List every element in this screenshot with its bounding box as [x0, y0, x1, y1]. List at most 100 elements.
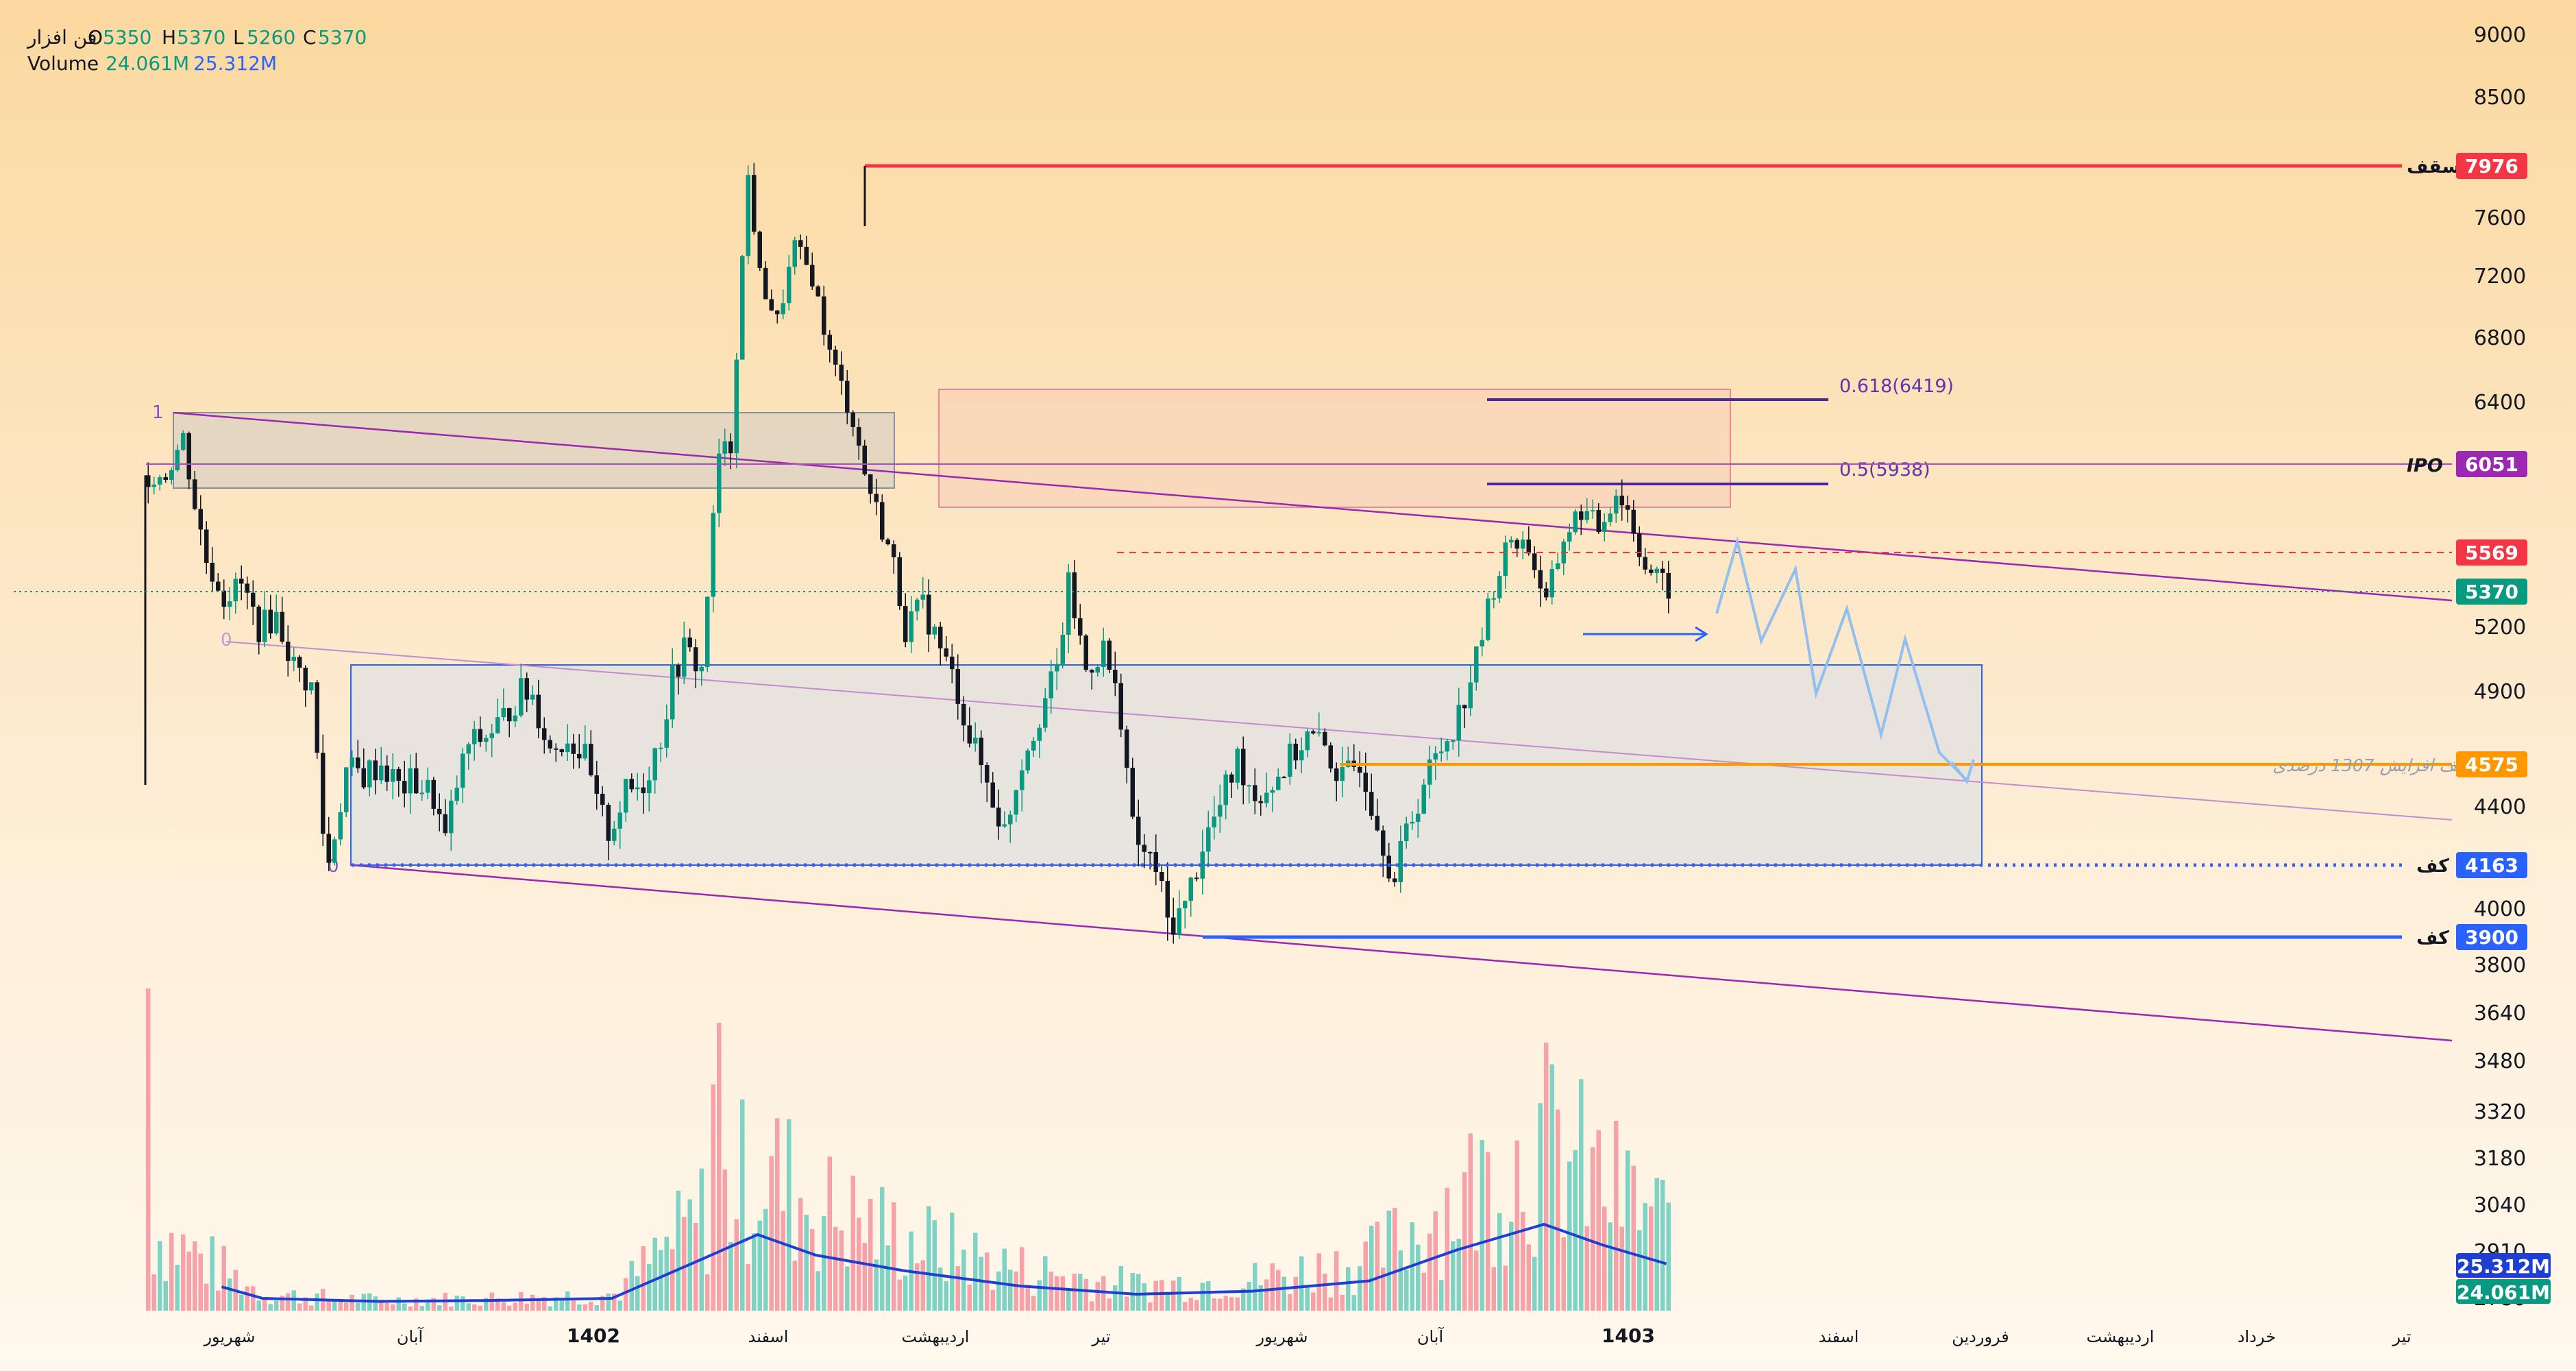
- candle-body: [251, 592, 256, 607]
- candle-body: [321, 753, 326, 834]
- candle-body: [233, 579, 238, 602]
- floor-2-price-tag-bg: [2456, 924, 2527, 950]
- candle-body: [437, 808, 442, 814]
- price-axis[interactable]: 9000 8500 7600 7200 6800 6400 5200 4900 4400 4000…: [2456, 23, 2551, 1311]
- candle-body: [326, 834, 331, 863]
- candle-body: [927, 594, 931, 635]
- candle-body: [554, 748, 559, 750]
- volume-bar: [1072, 1274, 1077, 1311]
- time-tick-label: تیر: [1091, 1327, 1110, 1346]
- ceiling-price-tag[interactable]: 7976: [2456, 153, 2527, 179]
- candle-body: [1503, 542, 1508, 577]
- candle-body: [419, 792, 424, 794]
- legend-open-label: O: [88, 26, 103, 49]
- ceiling-price-tag-bg: [2456, 153, 2527, 179]
- candle-body: [216, 581, 221, 591]
- candle-body: [303, 668, 308, 691]
- candle-body: [221, 590, 226, 607]
- volume-bar: [927, 1206, 931, 1311]
- volume-bar: [1579, 1079, 1584, 1311]
- volume-bar: [1113, 1285, 1118, 1311]
- price-tick-label: 3640: [2474, 1002, 2526, 1026]
- legend-low-label: L: [233, 26, 244, 49]
- volume-bar: [256, 1300, 261, 1311]
- price-tick-label: 4900: [2474, 680, 2526, 704]
- volume-bar: [1486, 1152, 1491, 1311]
- volume-bar: [961, 1249, 966, 1311]
- candle-body: [1573, 511, 1578, 533]
- candle-body: [1008, 814, 1013, 825]
- candle-body: [1649, 569, 1654, 573]
- volume-ma-tag[interactable]: 25.312M: [2456, 1253, 2551, 1278]
- candle-body: [256, 606, 261, 642]
- candle-body: [775, 311, 780, 315]
- volume-bar: [1404, 1270, 1409, 1311]
- volume-bar: [1567, 1161, 1572, 1311]
- candle-body: [158, 477, 162, 485]
- floor-2-price-tag[interactable]: 3900: [2456, 924, 2527, 950]
- time-tick-label: خرداد: [2237, 1327, 2276, 1346]
- volume-bar: [822, 1216, 826, 1311]
- volume-tag[interactable]: 24.061M: [2456, 1279, 2551, 1304]
- ipo-price-tag[interactable]: 6051: [2456, 451, 2527, 477]
- volume-bar: [1369, 1226, 1374, 1311]
- volume-bar: [892, 1202, 896, 1311]
- volume-bar: [204, 1283, 209, 1311]
- volume-bar: [1538, 1103, 1543, 1311]
- candle-body: [484, 738, 489, 742]
- increase-floor-price-tag[interactable]: 4575: [2456, 751, 2527, 777]
- volume-bar: [1416, 1244, 1421, 1311]
- ipo-price-tag-bg: [2456, 451, 2527, 477]
- candle-body: [1654, 568, 1659, 573]
- floor-1-price-tag[interactable]: 4163: [2456, 852, 2527, 878]
- volume-bar: [1660, 1179, 1665, 1311]
- volume-bar: [326, 1298, 331, 1311]
- candle-body: [1538, 570, 1543, 589]
- volume-bar: [303, 1297, 308, 1311]
- candle-body: [1264, 792, 1269, 803]
- volume-bar: [1229, 1297, 1234, 1311]
- volume-bar: [1171, 1281, 1176, 1311]
- projection-zigzag: [1715, 536, 1968, 781]
- candle-body: [1456, 705, 1461, 741]
- volume-bar: [216, 1290, 221, 1311]
- volume-bar: [536, 1298, 541, 1311]
- candle-body: [938, 627, 943, 648]
- candle-body: [1643, 557, 1647, 570]
- ceiling-price-tag-text: 7976: [2465, 155, 2518, 178]
- volume-bar: [1276, 1270, 1281, 1311]
- candle-body: [1101, 640, 1106, 668]
- candle-body: [274, 611, 279, 633]
- time-axis[interactable]: شهریور آبان 1402 اسفند اردیبهشت تیر شهریور آبان…: [203, 1324, 2411, 1347]
- candle-body: [519, 678, 524, 716]
- candle-body: [1043, 698, 1048, 728]
- volume-bar: [787, 1119, 792, 1311]
- price-tick-label: 5200: [2474, 616, 2526, 640]
- volume-bar: [1031, 1296, 1036, 1311]
- legend-high-value: 5370: [177, 26, 225, 49]
- candle-body: [944, 648, 948, 657]
- candle-body: [1416, 813, 1421, 822]
- volume-bar: [728, 1241, 733, 1311]
- volume-bar: [1043, 1256, 1048, 1311]
- volume-layer: [146, 988, 1671, 1311]
- volume-bar: [151, 1274, 156, 1311]
- candle-body: [489, 733, 494, 738]
- volume-bar: [507, 1305, 512, 1311]
- volume-bar: [1456, 1239, 1461, 1311]
- volume-bar: [1078, 1274, 1083, 1311]
- candle-body: [606, 805, 611, 841]
- resistance-price-tag[interactable]: 5569: [2456, 539, 2527, 566]
- increase-floor-price-tag-text: 4575: [2465, 753, 2518, 776]
- current-price-tag[interactable]: 5370: [2456, 579, 2527, 605]
- candle-body: [827, 335, 832, 350]
- candle-body: [885, 539, 890, 545]
- candle-body: [892, 544, 896, 557]
- volume-bar: [391, 1304, 395, 1311]
- candle-body: [391, 768, 395, 782]
- candle-body: [268, 609, 273, 633]
- volume-bar: [880, 1187, 885, 1311]
- volume-bar: [1573, 1150, 1578, 1311]
- volume-bar: [652, 1237, 657, 1311]
